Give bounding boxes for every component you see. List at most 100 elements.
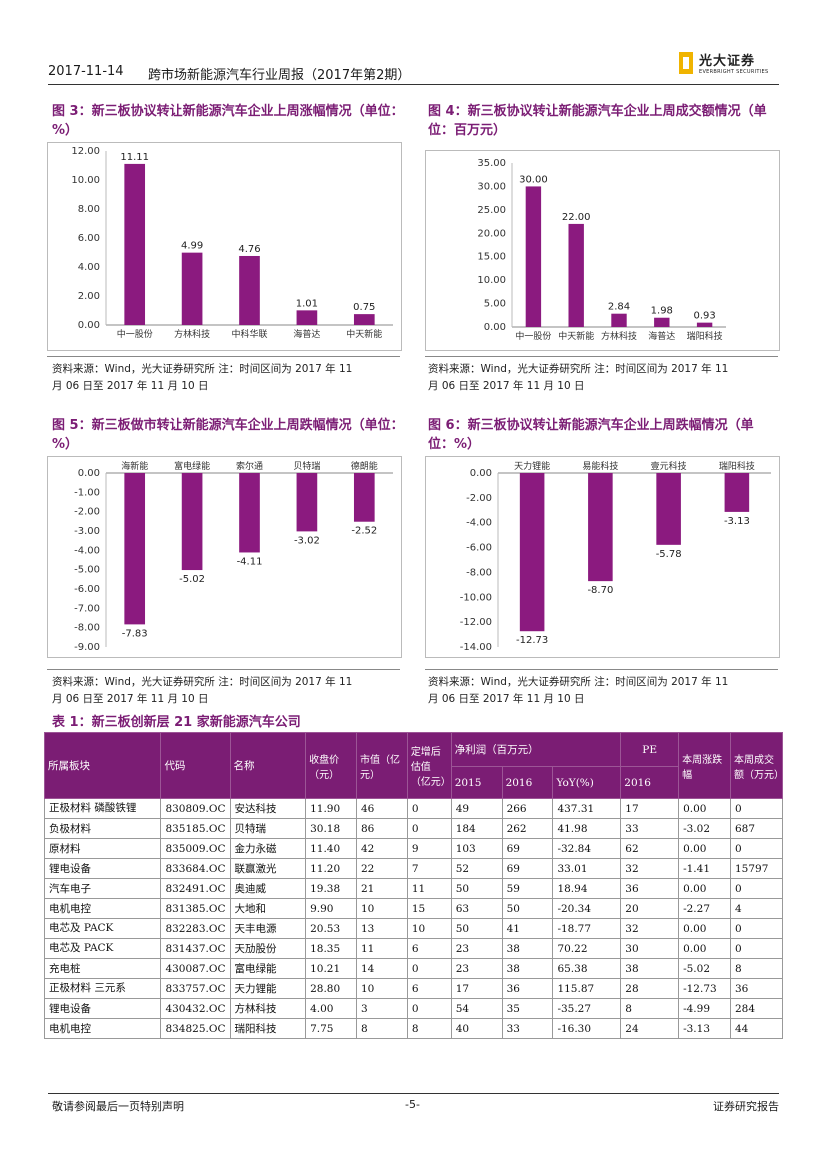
- table-cell: 103: [450, 838, 503, 859]
- y-tick-label: -8.00: [466, 567, 492, 578]
- table-cell: 4: [730, 898, 783, 919]
- y-tick-label: 30.00: [477, 181, 506, 192]
- table-row: 汽车电子 832491.OC 奥迪威 19.38 21 11 50 59 18.94 36 0.00…: [43, 878, 783, 899]
- table-cell: 28.80: [305, 978, 357, 999]
- category-label: 贝特瑞: [293, 460, 320, 472]
- figure-5-svg: 0.00 -1.00 -2.00 -3.00 -4.00 -5.00 -6.00 -7.00 -…: [74, 460, 393, 653]
- table-cell: 9: [406, 838, 452, 859]
- table-cell: 36: [501, 978, 554, 999]
- table-cell: -3.02: [678, 818, 731, 839]
- table-cell: -12.73: [678, 978, 731, 999]
- table-row: 电机电控 834825.OC 瑞阳科技 7.75 8 8 40 33 -16.30 24 -3.13…: [43, 1018, 783, 1039]
- table-cell: 46: [356, 798, 408, 819]
- table-cell: 33.01: [552, 858, 622, 879]
- table-cell: 17: [620, 798, 680, 819]
- table-cell: 50: [450, 878, 503, 899]
- table-cell: 0: [730, 918, 783, 939]
- bar: [568, 223, 584, 327]
- y-tick-label: 6.00: [78, 233, 100, 244]
- figure-4-title: 图 4：新三板协议转让新能源汽车企业上周成交额情况（单位：百万元）: [428, 104, 767, 138]
- table-cell: 11.20: [305, 858, 357, 879]
- table-cell: 430432.OC: [160, 998, 231, 1019]
- y-tick-label: 8.00: [78, 204, 100, 215]
- category-label: 海普达: [648, 330, 675, 342]
- category-label: 中天新能: [558, 330, 594, 342]
- y-tick-label: -4.00: [466, 518, 492, 529]
- data-label: 1.01: [296, 298, 318, 309]
- figure-6-title: 图 6：新三板协议转让新能源汽车企业上周跌幅情况（单位：%）: [428, 418, 754, 452]
- category-label: 易能科技: [582, 460, 618, 472]
- data-label: 0.75: [353, 302, 375, 313]
- table-cell: 33: [620, 818, 680, 839]
- table-cell: 11.90: [305, 798, 357, 819]
- y-tick-label: -6.00: [466, 543, 492, 554]
- th-close: 收盘价（元）: [305, 732, 357, 799]
- y-tick-label: -12.00: [460, 617, 492, 628]
- category-label: 中一股份: [515, 330, 551, 342]
- figure-5-title: 图 5：新三板做市转让新能源汽车企业上周跌幅情况（单位：%）: [52, 418, 404, 452]
- figure-3-source-line2: 月 06 日至 2017 年 11 月 10 日: [52, 380, 209, 392]
- bar: [611, 313, 627, 327]
- figure-4-svg: 0.00 5.00 10.00 15.00 20.00 25.00 30.00 35.00 30…: [477, 158, 726, 342]
- y-tick-label: -4.00: [74, 545, 100, 556]
- figure-3-source-line1: 资料来源：Wind，光大证券研究所 注：时间区间为 2017 年 11: [52, 363, 353, 375]
- table-cell: 方林科技: [229, 998, 307, 1019]
- table-cell: 430087.OC: [160, 958, 231, 979]
- table-cell: 65.38: [552, 958, 622, 979]
- table-cell: 18.94: [552, 878, 622, 899]
- category-label: 中科华联: [231, 328, 267, 340]
- table-cell: 大地和: [229, 898, 307, 919]
- figure-6-source-divider: [425, 669, 778, 670]
- table-cell: 32: [620, 858, 680, 879]
- table-cell: 23: [450, 938, 503, 959]
- table-cell: 6: [406, 978, 452, 999]
- table-row: 原材料 835009.OC 金力永磁 11.40 42 9 103 69 -32.84 62 0.0…: [43, 838, 783, 859]
- table-cell: 正极材料 三元系: [43, 978, 162, 999]
- table-cell: 8: [406, 1018, 452, 1039]
- y-tick-label: 0.00: [78, 320, 100, 331]
- y-tick-label: 15.00: [477, 252, 506, 263]
- footer-report-type: 证券研究报告: [713, 1100, 779, 1113]
- data-label: 4.99: [181, 241, 203, 252]
- table-cell: 0: [406, 958, 452, 979]
- figure-6-source-line2: 月 06 日至 2017 年 11 月 10 日: [428, 693, 585, 705]
- table-cell: 184: [450, 818, 503, 839]
- table-cell: 50: [450, 918, 503, 939]
- category-label: 瑞阳科技: [687, 330, 723, 342]
- y-tick-label: -14.00: [460, 642, 492, 653]
- bar: [353, 473, 375, 522]
- table-cell: 36: [730, 978, 783, 999]
- table-cell: 38: [620, 958, 680, 979]
- table-cell: 40: [450, 1018, 503, 1039]
- page-header: 2017-11-14 跨市场新能源汽车行业周报（2017年第2期） 光大证券 E…: [48, 52, 779, 84]
- table-cell: 835009.OC: [160, 838, 231, 859]
- table-cell: 18.35: [305, 938, 357, 959]
- bar: [654, 317, 670, 327]
- table-cell: 831437.OC: [160, 938, 231, 959]
- table-cell: 8: [356, 1018, 408, 1039]
- y-tick-label: 10.00: [477, 275, 506, 286]
- data-label: 0.93: [693, 311, 715, 322]
- table-cell: 830809.OC: [160, 798, 231, 819]
- y-tick-label: -7.00: [74, 603, 100, 614]
- table-cell: 4.00: [305, 998, 357, 1019]
- table-cell: 15: [406, 898, 452, 919]
- table-row: 正极材料 三元系 833757.OC 天力锂能 28.80 10 6 17 36 115.87 2…: [43, 978, 783, 999]
- table-cell: 23: [450, 958, 503, 979]
- table-cell: 834825.OC: [160, 1018, 231, 1039]
- y-tick-label: 25.00: [477, 205, 506, 216]
- table-cell: 20.53: [305, 918, 357, 939]
- table-cell: 14: [356, 958, 408, 979]
- figure-5-source-line1: 资料来源：Wind，光大证券研究所 注：时间区间为 2017 年 11: [52, 676, 353, 688]
- table-cell: -4.99: [678, 998, 731, 1019]
- category-label: 富电绿能: [174, 460, 210, 472]
- table-cell: 38: [501, 958, 554, 979]
- table-cell: 0: [730, 878, 783, 899]
- figure-5-chart: 0.00 -1.00 -2.00 -3.00 -4.00 -5.00 -6.00 -7.00 -…: [47, 456, 402, 658]
- bar: [724, 473, 750, 512]
- data-label: -5.78: [656, 549, 682, 560]
- table-cell: 6: [406, 938, 452, 959]
- table-cell: 41.98: [552, 818, 622, 839]
- figure-5-source-line2: 月 06 日至 2017 年 11 月 10 日: [52, 693, 209, 705]
- table-cell: 0.00: [678, 918, 731, 939]
